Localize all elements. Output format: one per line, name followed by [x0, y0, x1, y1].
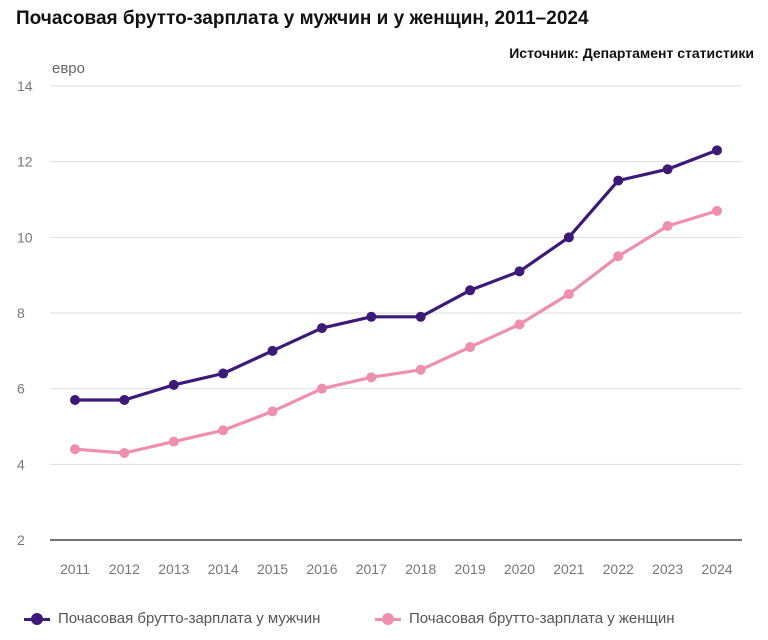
legend-dot-women	[382, 612, 394, 625]
legend-item-men[interactable]: Почасовая брутто-зарплата у мужчин	[24, 610, 320, 627]
x-tick-label: 2011	[60, 561, 90, 577]
data-point	[563, 289, 574, 300]
data-point	[119, 447, 130, 458]
y-tick-label: 14	[17, 78, 33, 94]
data-point	[662, 220, 673, 231]
data-point	[70, 395, 80, 406]
x-tick-label: 2012	[109, 561, 140, 577]
legend-swatch-men	[24, 612, 50, 625]
series-line-1	[73, 209, 719, 455]
data-point	[415, 364, 426, 375]
data-point	[70, 444, 80, 455]
data-point	[514, 319, 525, 330]
data-point	[218, 368, 229, 379]
x-tick-label: 2020	[504, 561, 535, 577]
data-point	[366, 372, 377, 383]
line-chart: 2 4 6 8 10 12 14 евро 2011 2012 2013 2014 2015 2016 20…	[17, 60, 742, 577]
y-tick-label: 12	[17, 154, 33, 170]
x-tick-label: 2015	[257, 561, 288, 577]
data-point	[267, 406, 278, 417]
y-tick-label: 8	[17, 305, 25, 321]
legend-dot-men	[31, 612, 43, 625]
x-tick-label: 2023	[652, 561, 683, 577]
x-tick-label: 2013	[158, 561, 189, 577]
data-point	[613, 251, 624, 262]
data-point	[415, 311, 426, 322]
data-point	[168, 379, 179, 390]
data-point	[218, 425, 229, 436]
data-point	[563, 232, 574, 243]
data-point	[712, 145, 722, 156]
chart-title: Почасовая брутто-зарплата у мужчин и у ж…	[16, 8, 589, 29]
x-tick-label: 2024	[701, 561, 732, 577]
legend-item-women[interactable]: Почасовая брутто-зарплата у женщин	[375, 610, 675, 627]
data-point	[465, 342, 476, 353]
x-tick-label: 2019	[454, 561, 485, 577]
y-tick-label: 4	[17, 456, 25, 472]
legend-label-men: Почасовая брутто-зарплата у мужчин	[58, 610, 321, 627]
data-point	[712, 205, 722, 216]
x-tick-label: 2018	[405, 561, 436, 577]
data-point	[662, 164, 673, 175]
data-point	[613, 175, 624, 186]
series-line-0	[73, 148, 719, 402]
x-tick-label: 2022	[603, 561, 634, 577]
data-point	[168, 436, 179, 447]
legend-swatch-women	[375, 612, 401, 625]
data-point	[316, 383, 327, 394]
data-point	[465, 285, 476, 296]
y-tick-label: 6	[17, 381, 25, 397]
x-tick-label: 2016	[306, 561, 337, 577]
data-point	[514, 266, 525, 277]
x-tick-label: 2017	[356, 561, 387, 577]
data-point	[316, 323, 327, 334]
x-tick-label: 2014	[208, 561, 239, 577]
legend-label-women: Почасовая брутто-зарплата у женщин	[409, 610, 675, 627]
data-point	[267, 345, 278, 356]
x-tick-label: 2021	[553, 561, 584, 577]
data-point	[119, 395, 130, 406]
legend: Почасовая брутто-зарплата у мужчин Почас…	[0, 610, 768, 634]
y-tick-label: 2	[17, 532, 25, 548]
chart-source: Источник: Департамент статистики	[509, 45, 754, 61]
y-axis-unit: евро	[52, 60, 85, 77]
data-point	[366, 311, 377, 322]
y-tick-label: 10	[17, 229, 33, 245]
